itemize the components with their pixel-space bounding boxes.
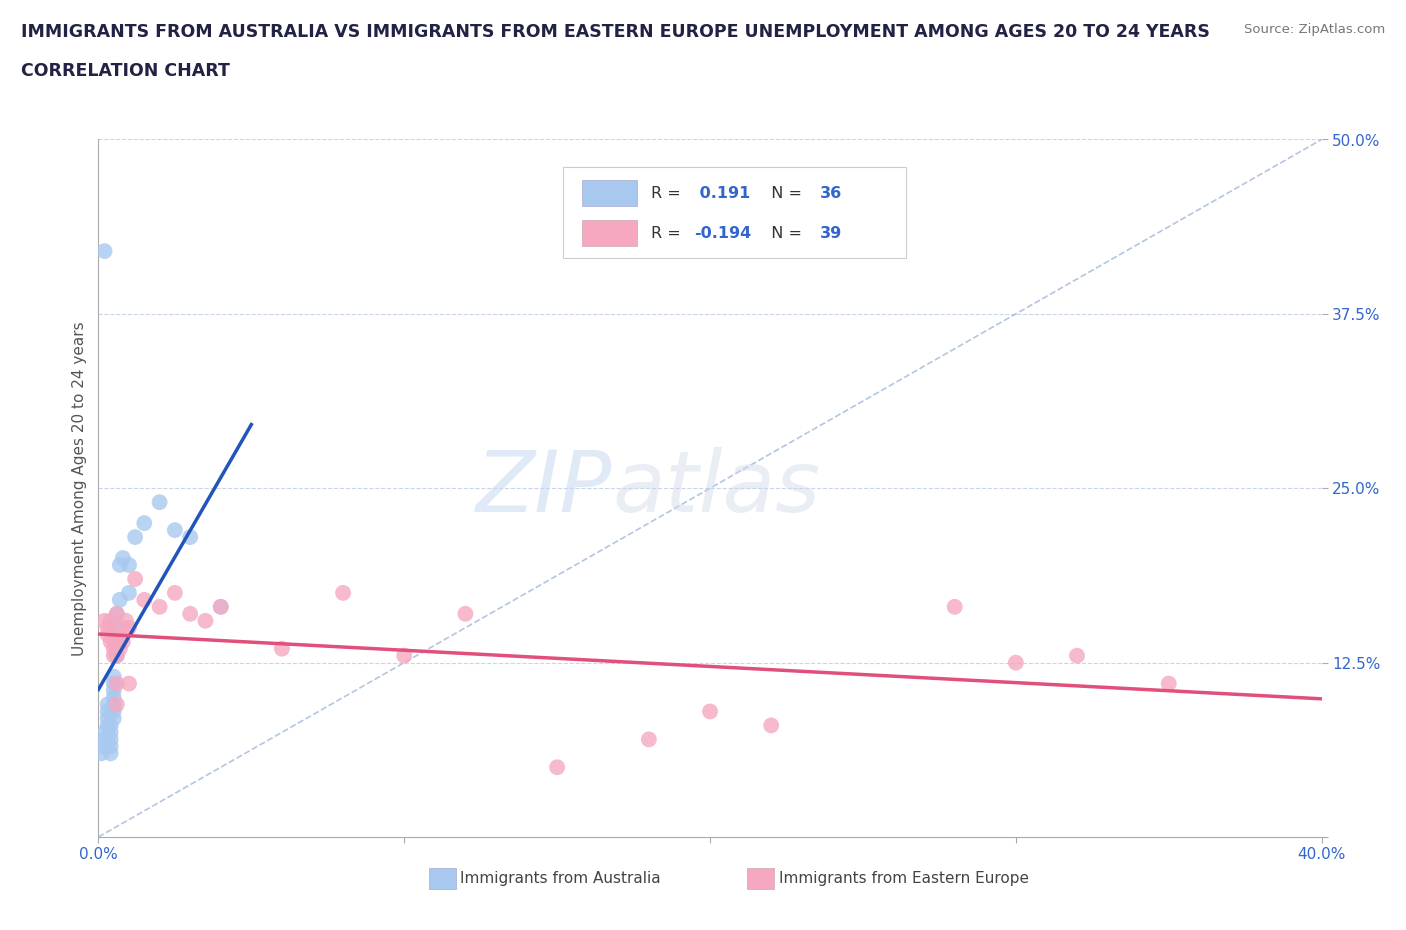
FancyBboxPatch shape [582, 179, 637, 206]
Point [270, 642, 292, 657]
Point [149, 495, 172, 510]
Point [124, 530, 146, 545]
Point [179, 530, 201, 545]
Point [105, 606, 128, 621]
Point [103, 711, 125, 725]
Text: R =: R = [651, 226, 686, 241]
Text: R =: R = [651, 186, 686, 201]
Point [108, 634, 131, 649]
Point [103, 676, 125, 691]
Point [103, 648, 125, 663]
Point [392, 648, 416, 663]
Point [103, 634, 125, 649]
Point [118, 586, 141, 601]
Text: 36: 36 [820, 186, 842, 201]
FancyBboxPatch shape [429, 869, 456, 889]
Point [97, 711, 120, 725]
Point [332, 586, 354, 601]
Text: Source: ZipAtlas.com: Source: ZipAtlas.com [1244, 23, 1385, 36]
Point [97, 620, 120, 635]
Point [100, 718, 122, 733]
Point [93, 244, 115, 259]
Point [209, 600, 232, 615]
Text: atlas: atlas [612, 446, 820, 530]
Point [179, 606, 201, 621]
Point [546, 760, 568, 775]
Text: 0.191: 0.191 [695, 186, 751, 201]
Point [454, 606, 477, 621]
Point [209, 600, 232, 615]
Point [93, 614, 115, 629]
Point [105, 648, 128, 663]
Point [93, 738, 115, 753]
Point [100, 746, 122, 761]
Point [100, 738, 122, 753]
Text: Immigrants from Australia: Immigrants from Australia [461, 871, 661, 886]
Point [100, 725, 122, 740]
Point [124, 571, 146, 587]
Point [105, 648, 128, 663]
Point [93, 725, 115, 740]
Point [103, 628, 125, 643]
Text: IMMIGRANTS FROM AUSTRALIA VS IMMIGRANTS FROM EASTERN EUROPE UNEMPLOYMENT AMONG A: IMMIGRANTS FROM AUSTRALIA VS IMMIGRANTS … [21, 23, 1211, 41]
Point [699, 704, 721, 719]
Point [103, 683, 125, 698]
Point [637, 732, 661, 747]
Point [93, 732, 115, 747]
Text: N =: N = [762, 226, 807, 241]
Point [97, 718, 120, 733]
Point [97, 698, 120, 712]
Point [118, 676, 141, 691]
Text: -0.194: -0.194 [695, 226, 751, 241]
Point [100, 732, 122, 747]
Point [100, 614, 122, 629]
Point [108, 558, 131, 573]
Point [1066, 648, 1088, 663]
Point [118, 620, 141, 635]
Point [943, 600, 966, 615]
Point [134, 592, 156, 607]
Point [111, 620, 134, 635]
Y-axis label: Unemployment Among Ages 20 to 24 years: Unemployment Among Ages 20 to 24 years [72, 321, 87, 656]
Text: 39: 39 [820, 226, 842, 241]
Point [97, 704, 120, 719]
Point [105, 606, 128, 621]
Point [90, 746, 112, 761]
Point [111, 634, 134, 649]
Point [149, 600, 172, 615]
Point [134, 515, 156, 530]
FancyBboxPatch shape [564, 167, 905, 259]
Point [108, 642, 131, 657]
Point [103, 690, 125, 705]
Point [111, 551, 134, 565]
Point [105, 676, 128, 691]
Text: N =: N = [762, 186, 807, 201]
Point [759, 718, 782, 733]
Point [163, 523, 186, 538]
Point [105, 620, 128, 635]
Text: Immigrants from Eastern Europe: Immigrants from Eastern Europe [779, 871, 1029, 886]
Point [115, 614, 138, 629]
Point [163, 586, 186, 601]
Point [194, 614, 217, 629]
Point [105, 634, 128, 649]
Point [103, 704, 125, 719]
Point [1157, 676, 1180, 691]
FancyBboxPatch shape [582, 219, 637, 246]
Point [97, 628, 120, 643]
Point [1004, 655, 1026, 670]
Point [103, 698, 125, 712]
Point [103, 670, 125, 684]
Text: CORRELATION CHART: CORRELATION CHART [21, 62, 231, 80]
Point [105, 698, 128, 712]
Point [100, 634, 122, 649]
Point [103, 642, 125, 657]
FancyBboxPatch shape [747, 869, 773, 889]
Point [118, 558, 141, 573]
Point [108, 592, 131, 607]
Text: ZIP: ZIP [475, 446, 612, 530]
